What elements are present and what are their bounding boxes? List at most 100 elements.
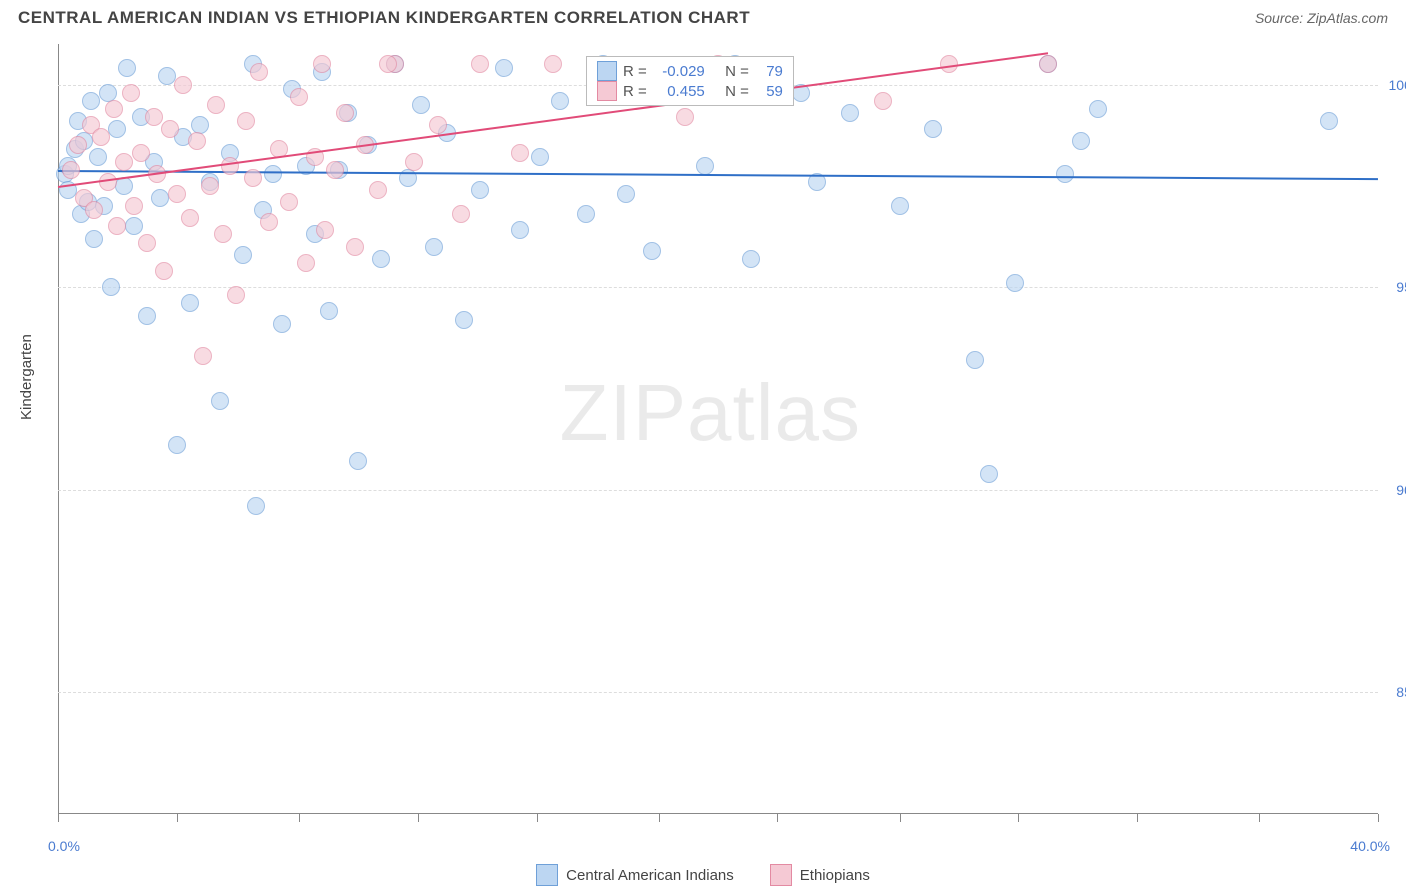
- data-point: [247, 497, 265, 515]
- data-point: [227, 286, 245, 304]
- data-point: [372, 250, 390, 268]
- data-point: [316, 221, 334, 239]
- data-point: [108, 217, 126, 235]
- data-point: [89, 148, 107, 166]
- data-point: [105, 100, 123, 118]
- data-point: [264, 165, 282, 183]
- data-point: [346, 238, 364, 256]
- data-point: [1089, 100, 1107, 118]
- legend-swatch-cai: [536, 864, 558, 886]
- data-point: [531, 148, 549, 166]
- data-point: [102, 278, 120, 296]
- data-point: [617, 185, 635, 203]
- x-axis: [58, 813, 1378, 814]
- y-axis-title: Kindergarten: [18, 334, 35, 420]
- data-point: [980, 465, 998, 483]
- x-tick: [299, 814, 300, 822]
- header: CENTRAL AMERICAN INDIAN VS ETHIOPIAN KIN…: [0, 0, 1406, 34]
- data-point: [125, 197, 143, 215]
- stats-n-value: 79: [755, 63, 783, 80]
- x-tick: [900, 814, 901, 822]
- x-tick: [1259, 814, 1260, 822]
- stats-r-label: R =: [623, 83, 647, 100]
- data-point: [122, 84, 140, 102]
- data-point: [369, 181, 387, 199]
- stats-row: R =0.455 N =59: [597, 81, 783, 101]
- stats-swatch: [597, 81, 617, 101]
- source-label: Source: ZipAtlas.com: [1255, 10, 1388, 26]
- data-point: [161, 120, 179, 138]
- data-point: [115, 153, 133, 171]
- data-point: [273, 315, 291, 333]
- data-point: [82, 92, 100, 110]
- data-point: [1006, 274, 1024, 292]
- data-point: [841, 104, 859, 122]
- data-point: [326, 161, 344, 179]
- data-point: [313, 55, 331, 73]
- x-min-label: 0.0%: [48, 838, 80, 854]
- data-point: [69, 136, 87, 154]
- data-point: [188, 132, 206, 150]
- data-point: [174, 76, 192, 94]
- data-point: [577, 205, 595, 223]
- data-point: [158, 67, 176, 85]
- data-point: [118, 59, 136, 77]
- x-tick: [177, 814, 178, 822]
- data-point: [455, 311, 473, 329]
- stats-r-value: -0.029: [653, 63, 705, 80]
- stats-box: R =-0.029 N =79R =0.455 N =59: [586, 56, 794, 106]
- data-point: [966, 351, 984, 369]
- legend-label-eth: Ethiopians: [800, 867, 870, 884]
- x-tick: [659, 814, 660, 822]
- y-tick-label: 100.0%: [1389, 77, 1406, 93]
- data-point: [412, 96, 430, 114]
- x-tick: [1378, 814, 1379, 822]
- stats-row: R =-0.029 N =79: [597, 61, 783, 81]
- data-point: [425, 238, 443, 256]
- scatter-chart: ZIPatlas 85.0%90.0%95.0%100.0%R =-0.029 …: [58, 44, 1378, 814]
- gridline: [58, 692, 1378, 693]
- data-point: [92, 128, 110, 146]
- data-point: [151, 189, 169, 207]
- gridline: [58, 490, 1378, 491]
- x-tick: [418, 814, 419, 822]
- data-point: [244, 169, 262, 187]
- data-point: [237, 112, 255, 130]
- data-point: [874, 92, 892, 110]
- data-point: [211, 392, 229, 410]
- data-point: [201, 177, 219, 195]
- y-tick-label: 90.0%: [1396, 482, 1406, 498]
- data-point: [138, 234, 156, 252]
- chart-title: CENTRAL AMERICAN INDIAN VS ETHIOPIAN KIN…: [18, 8, 750, 28]
- data-point: [168, 185, 186, 203]
- x-tick: [58, 814, 59, 822]
- data-point: [511, 221, 529, 239]
- watermark: ZIPatlas: [560, 367, 861, 459]
- data-point: [181, 294, 199, 312]
- data-point: [452, 205, 470, 223]
- data-point: [191, 116, 209, 134]
- data-point: [471, 55, 489, 73]
- data-point: [108, 120, 126, 138]
- legend-label-cai: Central American Indians: [566, 867, 734, 884]
- stats-n-value: 59: [755, 83, 783, 100]
- data-point: [297, 254, 315, 272]
- data-point: [511, 144, 529, 162]
- x-tick: [777, 814, 778, 822]
- data-point: [290, 88, 308, 106]
- data-point: [924, 120, 942, 138]
- data-point: [1320, 112, 1338, 130]
- data-point: [280, 193, 298, 211]
- data-point: [551, 92, 569, 110]
- data-point: [194, 347, 212, 365]
- data-point: [320, 302, 338, 320]
- data-point: [471, 181, 489, 199]
- x-max-label: 40.0%: [1350, 838, 1390, 854]
- data-point: [1072, 132, 1090, 150]
- data-point: [155, 262, 173, 280]
- stats-n-label: N =: [725, 83, 749, 100]
- data-point: [544, 55, 562, 73]
- x-tick: [1137, 814, 1138, 822]
- gridline: [58, 287, 1378, 288]
- data-point: [1056, 165, 1074, 183]
